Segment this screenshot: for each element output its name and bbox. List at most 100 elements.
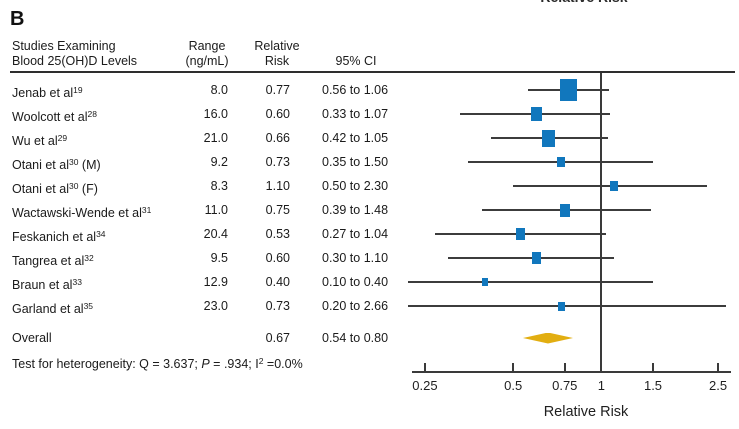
- range-value: 9.2: [210, 155, 228, 169]
- axis-tick: [717, 363, 720, 372]
- ci-value: 0.10 to 0.40: [322, 275, 389, 289]
- study-reference-superscript: 30: [68, 181, 79, 191]
- ci-value: 0.33 to 1.07: [322, 107, 389, 121]
- study-label: Woolcott et al28: [12, 106, 97, 125]
- effect-marker: [557, 301, 565, 311]
- rr-value: 0.60: [265, 107, 290, 121]
- heterogeneity-mid: = .934; I: [209, 357, 259, 371]
- rr-value: 0.60: [265, 251, 290, 265]
- study-name: Feskanich et al: [12, 230, 97, 244]
- rr-value: 0.77: [265, 83, 290, 97]
- column-header-ci: 95% CI: [335, 54, 377, 68]
- rr-value: 0.73: [265, 299, 290, 313]
- panel-label: B: [10, 8, 25, 30]
- study-label: Wactawski-Wende et al31: [12, 202, 151, 221]
- column-header-rr-line2: Risk: [264, 54, 290, 68]
- ci-value: 0.56 to 1.06: [322, 83, 389, 97]
- axis-tick: [600, 363, 603, 372]
- ci-value: 0.27 to 1.04: [322, 227, 389, 241]
- overall-ci-value: 0.54 to 0.80: [322, 331, 389, 345]
- study-reference-superscript: 32: [84, 253, 94, 263]
- effect-marker: [481, 278, 488, 286]
- ci-value: 0.30 to 1.10: [322, 251, 389, 265]
- range-value: 8.0: [210, 83, 228, 97]
- ci-line: [408, 281, 654, 283]
- study-reference-superscript: 31: [141, 205, 152, 215]
- rr-value: 0.66: [265, 131, 290, 145]
- study-name: Tangrea et al: [12, 254, 85, 268]
- heterogeneity-note: Test for heterogeneity: Q = 3.637; P = .…: [12, 353, 303, 372]
- overall-label: Overall: [12, 331, 52, 345]
- heterogeneity-suffix: =0.0%: [263, 357, 303, 371]
- effect-marker: [542, 129, 555, 147]
- header-rule: [10, 71, 735, 73]
- column-header-range-line2: (ng/mL): [185, 54, 229, 68]
- ci-value: 0.50 to 2.30: [322, 179, 389, 193]
- study-reference-superscript: 34: [96, 229, 106, 239]
- ci-value: 0.35 to 1.50: [322, 155, 389, 169]
- study-label: Tangrea et al32: [12, 250, 94, 269]
- rr-value: 0.73: [265, 155, 290, 169]
- range-value: 16.0: [203, 107, 228, 121]
- rr-value: 0.53: [265, 227, 290, 241]
- ci-value: 0.39 to 1.48: [322, 203, 389, 217]
- axis-tick: [652, 363, 655, 372]
- column-header-studies-line1: Studies Examining: [12, 39, 116, 53]
- column-header-studies-line2: Blood 25(OH)D Levels: [12, 54, 138, 68]
- effect-marker: [516, 228, 526, 240]
- study-name: Otani et al: [12, 158, 69, 172]
- range-value: 12.9: [203, 275, 228, 289]
- axis-tick-label: 0.5: [504, 378, 523, 393]
- study-reference-superscript: 29: [57, 133, 68, 143]
- effect-marker: [559, 203, 570, 217]
- effect-marker: [609, 181, 618, 191]
- study-suffix: (F): [78, 182, 98, 196]
- column-header-rr-line1: Relative: [254, 39, 300, 53]
- axis-tick: [512, 363, 515, 372]
- study-name: Braun et al: [12, 278, 73, 292]
- axis-tick-label: 1.5: [643, 378, 663, 393]
- reference-line: [600, 73, 603, 373]
- heterogeneity-sup: 2: [258, 356, 264, 366]
- overall-rr-value: 0.67: [265, 331, 290, 345]
- effect-marker: [531, 252, 541, 264]
- study-label: Otani et al30 (F): [12, 178, 98, 197]
- study-reference-superscript: 33: [72, 277, 82, 287]
- rr-value: 0.40: [265, 275, 290, 289]
- study-name: Wu et al: [12, 134, 58, 148]
- axis-tick-label: 0.75: [552, 378, 578, 393]
- heterogeneity-p-symbol: P: [201, 357, 210, 371]
- study-name: Otani et al: [12, 182, 69, 196]
- top-clipped-axis-label: Relative Risk: [536, 0, 632, 5]
- range-value: 21.0: [203, 131, 228, 145]
- study-name: Woolcott et al: [12, 110, 88, 124]
- study-label: Jenab et al19: [12, 82, 83, 101]
- ci-line: [408, 305, 726, 307]
- range-value: 23.0: [203, 299, 228, 313]
- study-reference-superscript: 28: [87, 109, 97, 119]
- axis-tick-label: 0.25: [412, 378, 438, 393]
- axis-tick-label: 1: [597, 378, 605, 393]
- study-name: Jenab et al: [12, 86, 74, 100]
- overall-diamond: [522, 332, 573, 344]
- range-value: 20.4: [203, 227, 228, 241]
- effect-marker: [559, 79, 577, 101]
- axis-tick: [423, 363, 426, 372]
- range-value: 9.5: [210, 251, 228, 265]
- range-value: 8.3: [210, 179, 228, 193]
- ci-value: 0.20 to 2.66: [322, 299, 389, 313]
- column-header-range-line1: Range: [188, 39, 226, 53]
- effect-marker: [530, 107, 542, 121]
- effect-marker: [557, 157, 566, 167]
- study-label: Wu et al29: [12, 130, 67, 149]
- study-label: Otani et al30 (M): [12, 154, 101, 173]
- axis-tick-label: 2.5: [708, 378, 728, 393]
- study-label: Braun et al33: [12, 274, 82, 293]
- study-name: Wactawski-Wende et al: [12, 206, 142, 220]
- study-reference-superscript: 19: [73, 85, 83, 95]
- rr-value: 0.75: [265, 203, 290, 217]
- study-suffix: (M): [78, 158, 101, 172]
- axis-tick: [563, 363, 566, 372]
- study-label: Feskanich et al34: [12, 226, 106, 245]
